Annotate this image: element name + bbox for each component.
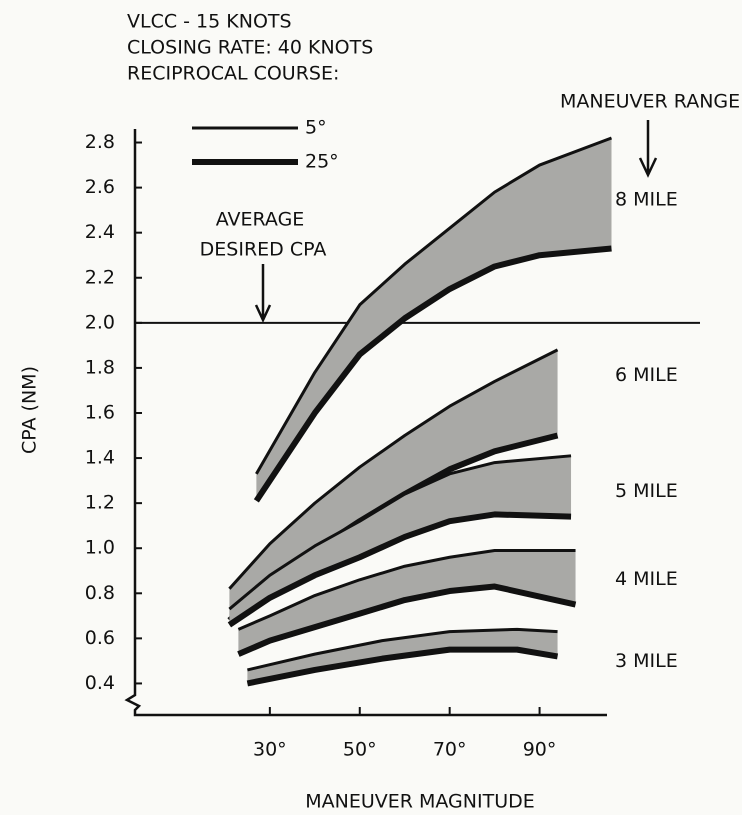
y-axis-label: CPA (NM) [19, 366, 41, 454]
arrow [638, 120, 658, 178]
band-line [253, 245, 612, 503]
band-line [228, 348, 559, 590]
annotation: RECIPROCAL COURSE: [127, 63, 339, 85]
band-line [227, 511, 572, 628]
band-line [255, 136, 613, 475]
x-tick-label: 30° [253, 739, 287, 761]
y-tick-label: 2.4 [85, 221, 115, 243]
band-fill [256, 138, 612, 501]
series-label: 6 MILE [615, 364, 678, 386]
legend-label: 5° [305, 117, 327, 139]
y-tick-label: 1.6 [85, 401, 115, 423]
band-line [228, 454, 572, 611]
annotation: CLOSING RATE: 40 KNOTS [127, 37, 373, 59]
series-label: 5 MILE [615, 480, 678, 502]
y-tick-label: 1.4 [85, 447, 115, 469]
band-line [247, 627, 558, 672]
y-tick-label: 1.2 [85, 492, 115, 514]
band-fill [229, 455, 572, 625]
legend-label: 25° [305, 151, 339, 173]
band-line [237, 583, 577, 657]
range-title: MANEUVER RANGE [560, 91, 740, 113]
x-tick-label: 90° [523, 739, 557, 761]
arrow [254, 264, 272, 323]
y-tick-label: 2.0 [85, 311, 115, 333]
y-tick-label: 1.0 [85, 537, 115, 559]
band-fill [247, 629, 558, 684]
y-tick-label: 2.6 [85, 176, 115, 198]
band-line [237, 548, 576, 631]
x-tick-label: 50° [343, 739, 377, 761]
band-line [246, 646, 559, 687]
band-fill [238, 550, 576, 655]
y-tick-label: 0.8 [85, 582, 115, 604]
y-tick-label: 2.2 [85, 266, 115, 288]
series-label: 8 MILE [615, 189, 678, 211]
annotation: VLCC - 15 KNOTS [127, 11, 292, 33]
reference-label: AVERAGE [216, 209, 305, 231]
y-tick-label: 2.8 [85, 131, 115, 153]
axis [124, 129, 607, 717]
y-tick-label: 0.6 [85, 627, 115, 649]
y-tick-label: 0.4 [85, 672, 115, 694]
series-label: 3 MILE [615, 650, 678, 672]
series-label: 4 MILE [615, 568, 678, 590]
reference-label: DESIRED CPA [200, 239, 327, 261]
x-tick-label: 70° [433, 739, 467, 761]
y-tick-label: 1.8 [85, 356, 115, 378]
x-axis-label: MANEUVER MAGNITUDE [305, 791, 535, 813]
